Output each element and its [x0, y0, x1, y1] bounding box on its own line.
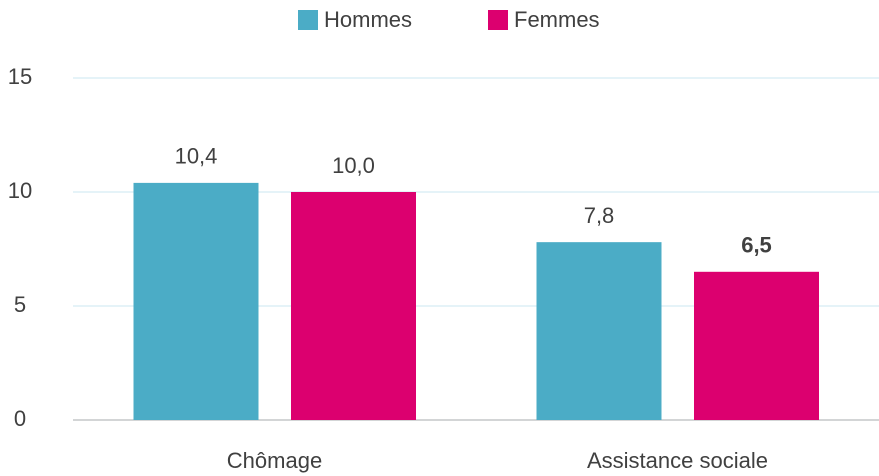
legend-label: Hommes [324, 7, 412, 32]
y-tick-label: 0 [14, 406, 26, 431]
legend-swatch [488, 10, 508, 30]
legend-swatch [298, 10, 318, 30]
y-tick-label: 5 [14, 292, 26, 317]
bar [536, 242, 662, 420]
legend-label: Femmes [514, 7, 600, 32]
x-tick-label: Chômage [227, 448, 322, 473]
y-tick-label: 10 [8, 178, 32, 203]
y-tick-label: 15 [8, 64, 32, 89]
bar [694, 271, 819, 420]
x-tick-label: Assistance sociale [587, 448, 768, 473]
bar [133, 182, 259, 420]
value-label: 10,4 [175, 144, 218, 169]
value-label: 10,0 [332, 153, 375, 178]
value-label: 6,5 [741, 233, 772, 258]
value-label: 7,8 [584, 203, 615, 228]
bar [291, 192, 416, 420]
